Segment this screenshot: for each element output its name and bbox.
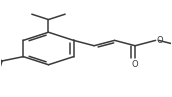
Text: O: O xyxy=(157,36,164,45)
Text: O: O xyxy=(132,60,138,69)
